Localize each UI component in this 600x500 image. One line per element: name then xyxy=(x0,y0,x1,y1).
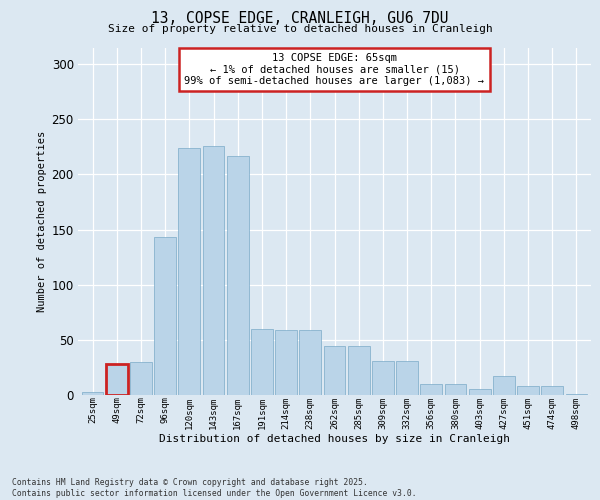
Bar xyxy=(203,146,224,395)
Text: 13 COPSE EDGE: 65sqm
← 1% of detached houses are smaller (15)
99% of semi-detach: 13 COPSE EDGE: 65sqm ← 1% of detached ho… xyxy=(185,52,485,86)
Bar xyxy=(541,386,563,395)
Text: Contains HM Land Registry data © Crown copyright and database right 2025.
Contai: Contains HM Land Registry data © Crown c… xyxy=(12,478,416,498)
Bar xyxy=(421,384,442,395)
Bar xyxy=(106,364,128,395)
Bar xyxy=(445,384,466,395)
Text: 13, COPSE EDGE, CRANLEIGH, GU6 7DU: 13, COPSE EDGE, CRANLEIGH, GU6 7DU xyxy=(151,11,449,26)
Y-axis label: Number of detached properties: Number of detached properties xyxy=(37,130,47,312)
Bar xyxy=(469,390,491,395)
Bar xyxy=(82,392,103,395)
Bar xyxy=(178,148,200,395)
Bar xyxy=(372,361,394,395)
Bar xyxy=(517,386,539,395)
Bar xyxy=(130,362,152,395)
X-axis label: Distribution of detached houses by size in Cranleigh: Distribution of detached houses by size … xyxy=(159,434,510,444)
Bar xyxy=(323,346,346,395)
Text: Size of property relative to detached houses in Cranleigh: Size of property relative to detached ho… xyxy=(107,24,493,34)
Bar xyxy=(251,329,273,395)
Bar xyxy=(493,376,515,395)
Bar xyxy=(396,361,418,395)
Bar xyxy=(299,330,321,395)
Bar xyxy=(154,237,176,395)
Bar xyxy=(566,394,587,395)
Bar xyxy=(227,156,248,395)
Bar xyxy=(348,346,370,395)
Bar xyxy=(275,330,297,395)
